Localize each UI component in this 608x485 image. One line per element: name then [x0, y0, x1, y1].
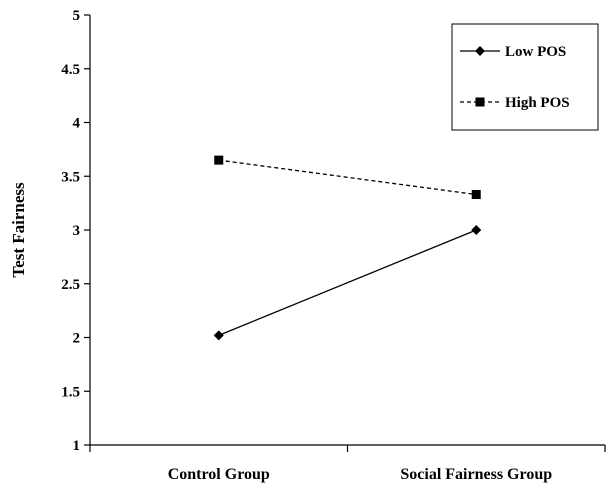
series-line — [218, 229, 477, 336]
legend: Low POS High POS — [451, 23, 599, 131]
y-tick-label: 2.5 — [61, 277, 80, 293]
x-tick-label: Social Fairness Group — [400, 466, 552, 483]
y-tick-label: 2 — [73, 331, 81, 347]
series-line — [218, 159, 477, 196]
y-tick-label: 3.5 — [61, 169, 80, 185]
x-ticks: Control Group Social Fairness Group — [89, 445, 606, 483]
data-point — [214, 155, 224, 165]
series-low-pos — [213, 225, 482, 341]
y-ticks: 1 1.5 2 2.5 3 3.5 4 4.5 5 — [61, 8, 90, 454]
legend-label: High POS — [505, 95, 570, 111]
legend-marker — [475, 46, 485, 56]
series-high-pos — [214, 155, 481, 200]
y-tick-label: 5 — [73, 8, 81, 24]
legend-label: Low POS — [505, 44, 566, 60]
y-tick-label: 4 — [73, 116, 81, 132]
y-axis-title: Test Fairness — [9, 182, 28, 278]
legend-box — [451, 23, 599, 131]
y-tick-label: 4.5 — [61, 62, 80, 78]
y-tick-label: 1.5 — [61, 384, 80, 400]
x-tick-label: Control Group — [168, 466, 270, 483]
legend-item: High POS — [460, 95, 570, 111]
y-tick-label: 1 — [73, 438, 81, 454]
y-tick-label: 3 — [73, 223, 81, 239]
legend-marker — [475, 97, 485, 107]
data-point — [213, 330, 224, 341]
series-layer — [213, 155, 482, 341]
data-point — [471, 190, 481, 200]
legend-item: Low POS — [460, 44, 566, 60]
data-point — [471, 225, 482, 235]
